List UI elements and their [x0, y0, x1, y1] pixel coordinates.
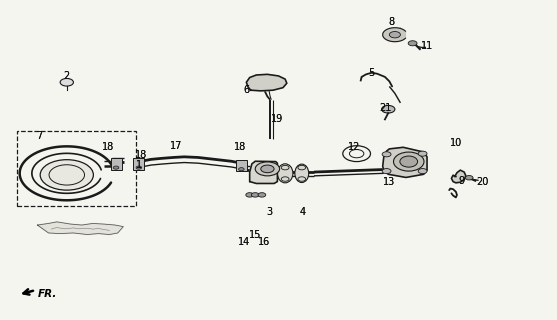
Polygon shape: [37, 222, 123, 235]
Circle shape: [382, 152, 391, 157]
Text: 10: 10: [449, 138, 462, 148]
Circle shape: [255, 162, 280, 176]
Text: 21: 21: [379, 103, 392, 113]
Text: 18: 18: [102, 142, 114, 152]
Text: 15: 15: [249, 229, 261, 240]
Ellipse shape: [400, 156, 418, 167]
Circle shape: [261, 165, 274, 173]
Text: 7: 7: [36, 131, 42, 141]
Polygon shape: [383, 28, 405, 42]
Circle shape: [60, 78, 74, 86]
Text: 16: 16: [258, 237, 270, 247]
Text: 17: 17: [170, 141, 182, 151]
Text: 4: 4: [299, 207, 305, 217]
Text: 6: 6: [243, 85, 250, 95]
Bar: [17, 132, 136, 206]
Text: 3: 3: [266, 207, 272, 217]
Circle shape: [113, 166, 119, 169]
Text: 19: 19: [271, 114, 283, 124]
Bar: [236, 160, 247, 171]
Text: 4: 4: [299, 207, 305, 217]
Text: 10: 10: [449, 138, 462, 148]
Polygon shape: [383, 147, 427, 178]
Circle shape: [465, 176, 473, 180]
Circle shape: [418, 169, 427, 174]
Text: 9: 9: [458, 176, 465, 186]
Text: 11: 11: [421, 41, 433, 52]
Text: 2: 2: [63, 71, 70, 81]
Bar: [111, 158, 121, 170]
Circle shape: [382, 105, 395, 113]
Text: 13: 13: [383, 177, 395, 187]
Text: 18: 18: [135, 150, 147, 160]
Polygon shape: [451, 170, 466, 183]
Text: 11: 11: [421, 41, 433, 52]
Circle shape: [408, 41, 417, 46]
Text: 18: 18: [233, 142, 246, 152]
Circle shape: [389, 32, 400, 38]
Circle shape: [238, 168, 244, 171]
Text: 20: 20: [476, 177, 488, 187]
Text: 18: 18: [135, 150, 147, 160]
Text: 16: 16: [258, 237, 270, 247]
Text: 17: 17: [170, 141, 182, 151]
Polygon shape: [246, 74, 287, 91]
Text: 8: 8: [388, 17, 394, 27]
Ellipse shape: [277, 164, 293, 183]
Circle shape: [136, 166, 141, 169]
Text: 1: 1: [136, 160, 142, 170]
Text: 18: 18: [233, 142, 246, 152]
Bar: [133, 158, 144, 170]
Circle shape: [418, 151, 427, 156]
Text: 20: 20: [476, 177, 488, 187]
Ellipse shape: [393, 152, 424, 171]
Text: 14: 14: [237, 237, 250, 247]
Ellipse shape: [295, 164, 309, 182]
Circle shape: [251, 193, 259, 197]
Circle shape: [382, 169, 391, 174]
Text: 13: 13: [383, 177, 395, 187]
Text: 14: 14: [237, 237, 250, 247]
Text: 5: 5: [369, 68, 375, 78]
Circle shape: [246, 193, 253, 197]
Text: 15: 15: [249, 229, 261, 240]
Text: 19: 19: [271, 114, 283, 124]
Text: 9: 9: [458, 176, 465, 186]
Circle shape: [40, 160, 94, 190]
Polygon shape: [250, 161, 277, 183]
Circle shape: [258, 193, 266, 197]
Text: 6: 6: [243, 85, 250, 95]
Text: 18: 18: [102, 142, 114, 152]
Text: 12: 12: [348, 142, 360, 152]
Text: 5: 5: [369, 68, 375, 78]
Text: 2: 2: [63, 71, 70, 81]
Text: 1: 1: [136, 160, 142, 170]
Text: FR.: FR.: [37, 289, 57, 299]
Text: 8: 8: [388, 17, 394, 27]
Text: 21: 21: [379, 103, 392, 113]
Text: 7: 7: [36, 131, 42, 141]
Text: 3: 3: [266, 207, 272, 217]
Text: 12: 12: [348, 142, 360, 152]
Polygon shape: [390, 28, 400, 41]
